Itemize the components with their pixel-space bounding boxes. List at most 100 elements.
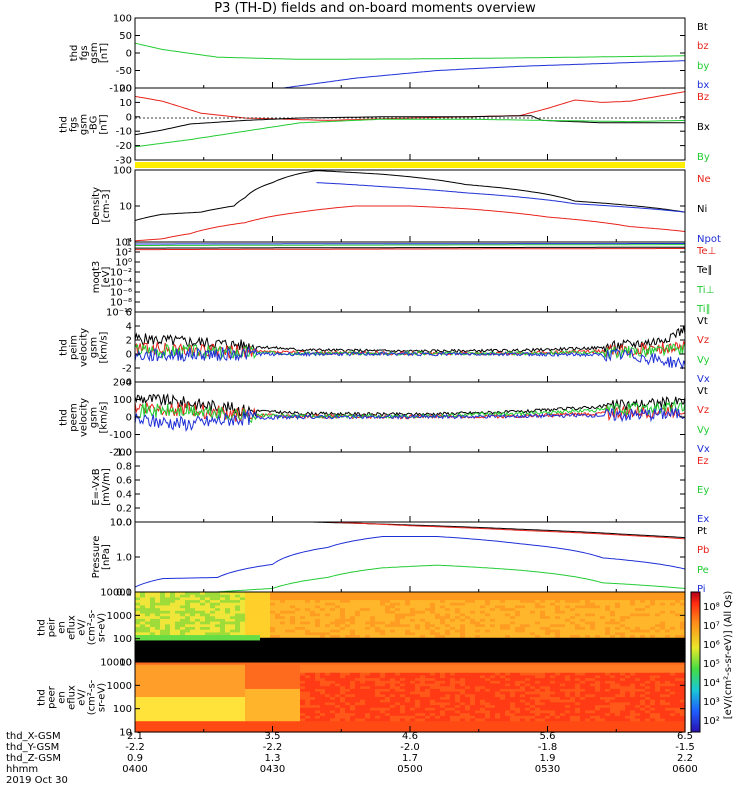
series-By <box>135 118 685 148</box>
status-bar <box>135 162 685 168</box>
legend-Vz: Vz <box>697 335 710 347</box>
ytick-label: 6 <box>126 308 132 319</box>
legend-Vx: Vx <box>697 444 710 455</box>
xaxis-tick-value: 0530 <box>534 764 561 775</box>
legend-by: by <box>697 60 710 72</box>
series-Ti∥ <box>135 244 685 246</box>
ytick-label: 0.4 <box>116 490 132 501</box>
legend-Vy: Vy <box>697 424 710 436</box>
ytick-label: -100 <box>109 84 132 95</box>
xaxis-tick-value: 2.2 <box>677 753 693 764</box>
series-Vz <box>135 401 685 422</box>
legend-bz: bz <box>697 41 709 53</box>
xaxis-tick-value: 0600 <box>672 764 698 775</box>
ytick-label: 0 <box>126 49 132 60</box>
legend-Ne: Ne <box>697 174 711 185</box>
colorbar-tick: 10⁴ <box>703 678 720 689</box>
legend-Vt: Vt <box>697 316 708 327</box>
xaxis-tick-value: -2.2 <box>262 742 283 753</box>
ytick-label: 10⁻¹⁰ <box>106 308 132 319</box>
legend-Te∥: Te∥ <box>697 265 713 277</box>
y-axis-label: E=-VxB [mV/m] <box>91 468 112 506</box>
ytick-label: 0.6 <box>116 476 132 487</box>
colorbar <box>690 591 701 733</box>
ytick-label: -2 <box>122 364 132 375</box>
ytick-label: 200 <box>113 378 132 389</box>
ytick-label: -200 <box>109 448 132 459</box>
legend-Ni: Ni <box>697 204 708 215</box>
legend-Bx: Bx <box>697 122 710 133</box>
fgs-gsm-2-traces <box>135 91 685 148</box>
series-Te⊥ <box>135 248 685 251</box>
date-label: 2019 Oct 30 <box>6 775 68 786</box>
ytick-label: 10⁴ <box>115 238 132 249</box>
xaxis-row-label: thd_Z-GSM <box>6 753 61 764</box>
legend-Vt: Vt <box>697 386 708 397</box>
series-Bz <box>135 91 685 121</box>
legend-Pt: Pt <box>697 526 707 537</box>
ytick-label: 0.0 <box>116 518 132 529</box>
ytick-label: 1 <box>126 238 132 249</box>
series-Vt <box>135 393 685 417</box>
legend-bx: bx <box>697 80 710 91</box>
velocity-1-traces <box>135 325 685 370</box>
legend-By: By <box>697 152 710 163</box>
ytick-label: 1000 <box>107 611 132 622</box>
ytick-label: 100 <box>113 634 132 645</box>
legend-Pe: Pe <box>697 564 709 576</box>
plot-title: P3 (TH-D) fields and on-board moments ov… <box>214 1 536 16</box>
xaxis-row-label: thd_Y-GSM <box>6 742 60 753</box>
legend-Vx: Vx <box>697 374 710 385</box>
ytick-label: 100 <box>113 14 132 25</box>
legend-Ey: Ey <box>697 485 710 496</box>
density-traces <box>135 170 685 242</box>
xaxis-tick-value: 1.9 <box>539 753 556 764</box>
colorbar-tick: 10⁷ <box>703 621 720 632</box>
series-Vt <box>135 325 685 354</box>
y-axis-label: moqt3 [eV] <box>91 260 112 294</box>
xaxis-tick-value: -1.5 <box>675 742 695 753</box>
series-by <box>135 42 685 60</box>
ytick-label: 10² <box>115 248 132 259</box>
y-axis-label: thd fgs gsm -BG [nT] <box>58 113 109 135</box>
colorbar-tick: 10⁸ <box>703 602 720 613</box>
legend-Pb: Pb <box>697 545 710 557</box>
xaxis-tick-value: 0500 <box>397 764 423 775</box>
panel-frame <box>134 241 686 313</box>
ytick-label: 0 <box>126 413 132 424</box>
ytick-label: -100 <box>109 430 132 441</box>
y-axis-label: thd peem velocity gsm [km/s] <box>58 397 109 437</box>
ytick-label: -10 <box>116 127 132 138</box>
y-axis-label: thd peir en eflux eV/(cm²-s-sr-eV) <box>36 609 107 645</box>
xaxis-tick-value: -2.0 <box>400 742 420 753</box>
series-Te∥ <box>135 246 685 249</box>
xaxis-row-label: thd_X-GSM <box>6 731 61 742</box>
ytick-label: 50 <box>119 31 132 42</box>
ytick-label: -30 <box>116 156 132 167</box>
ytick-label: 10 <box>119 202 132 213</box>
y-axis-label: Density [cm-3] <box>91 186 112 226</box>
legend-Vz: Vz <box>697 405 710 417</box>
xaxis-tick-value: 5.6 <box>539 731 556 742</box>
series-bx <box>283 60 685 88</box>
legend-Npot: Npot <box>697 234 721 245</box>
xaxis-tick-value: 4.6 <box>402 731 418 742</box>
series-Pb <box>327 522 685 540</box>
series-Pe <box>217 564 685 592</box>
fgs-gsm-1-traces <box>135 42 685 88</box>
xaxis-tick-value: 0400 <box>122 764 148 775</box>
colorbar-tick: 10³ <box>703 697 720 708</box>
xaxis-tick-value: 0.9 <box>127 753 143 764</box>
panel-frame <box>134 87 686 161</box>
ytick-label: -4 <box>122 378 132 389</box>
y-axis-label: Pressure [nPa] <box>91 535 112 579</box>
ytick-label: 4 <box>126 322 132 333</box>
legend-Bt: Bt <box>697 22 708 33</box>
ytick-label: 1.0 <box>116 448 132 459</box>
colorbar-label: [eV/(cm²-s-sr-eV)] (All Qs) <box>723 590 734 720</box>
ytick-label: -20 <box>116 141 132 152</box>
legend-Te⊥: Te⊥ <box>697 246 717 257</box>
xaxis-row-label: hhmm <box>6 764 39 775</box>
series-Ne <box>135 205 685 242</box>
